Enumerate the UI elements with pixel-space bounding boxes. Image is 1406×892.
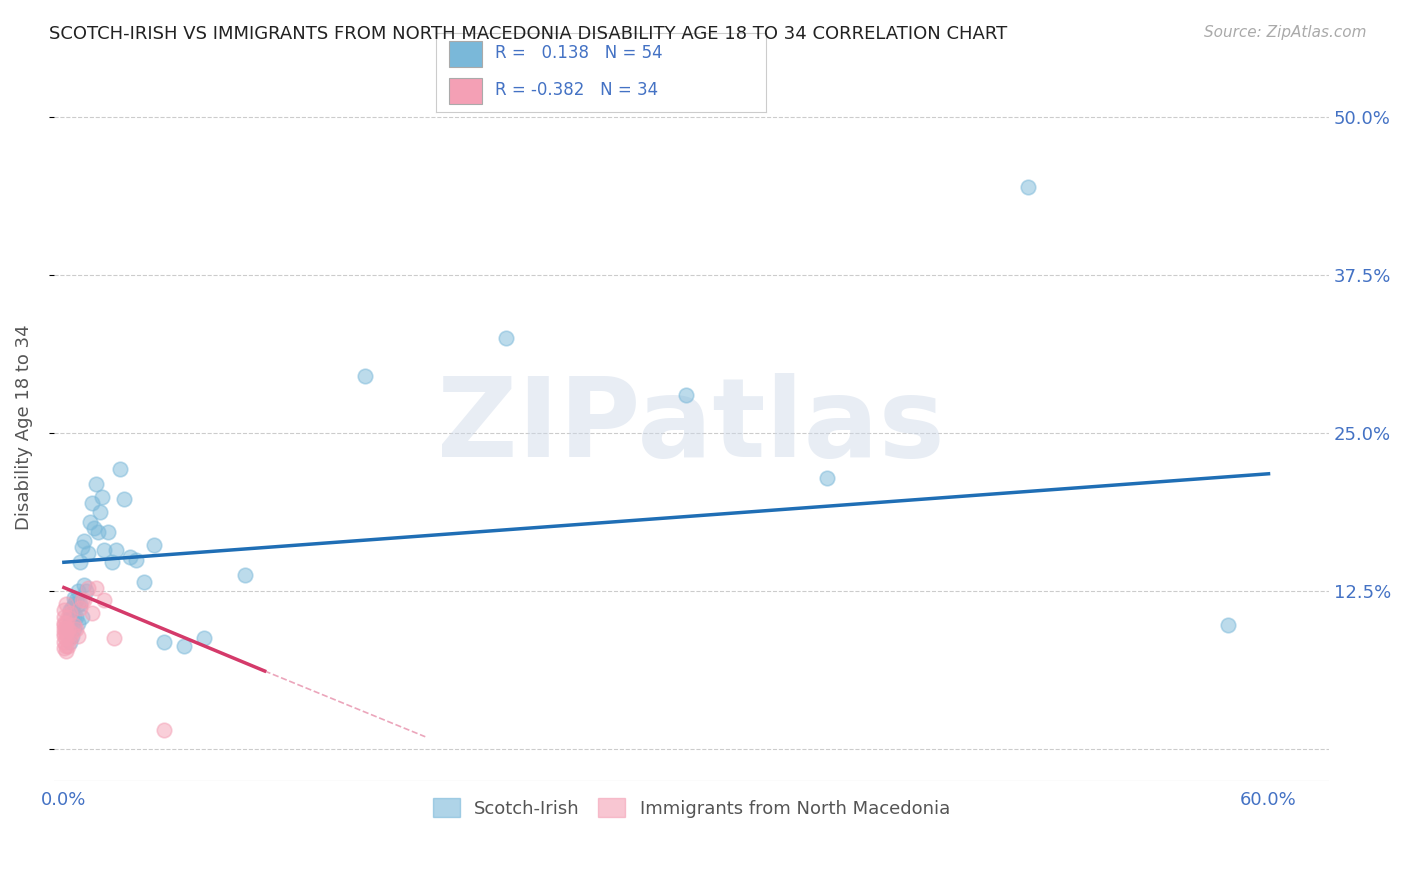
- Point: [56, 622, 79, 636]
- Point: [91, 490, 114, 504]
- Point: [93, 593, 115, 607]
- Point: [52, 641, 75, 656]
- Point: [56, 609, 79, 624]
- Point: [59, 603, 82, 617]
- Point: [69, 600, 91, 615]
- Legend: Scotch-Irish, Immigrants from North Macedonia: Scotch-Irish, Immigrants from North Mace…: [426, 791, 957, 825]
- Point: [80, 496, 103, 510]
- Point: [55, 615, 77, 630]
- Point: [52, 629, 75, 643]
- Point: [101, 555, 124, 569]
- Point: [815, 470, 838, 484]
- Point: [75, 584, 97, 599]
- Point: [59, 622, 82, 636]
- Text: SCOTCH-IRISH VS IMMIGRANTS FROM NORTH MACEDONIA DISABILITY AGE 18 TO 34 CORRELAT: SCOTCH-IRISH VS IMMIGRANTS FROM NORTH MA…: [49, 25, 1008, 43]
- Y-axis label: Disability Age 18 to 34: Disability Age 18 to 34: [15, 324, 32, 530]
- Point: [63, 618, 86, 632]
- Point: [233, 568, 256, 582]
- Point: [1218, 618, 1240, 632]
- Point: [65, 593, 87, 607]
- FancyBboxPatch shape: [449, 41, 482, 67]
- Point: [108, 461, 131, 475]
- Point: [63, 591, 86, 605]
- Point: [193, 631, 215, 645]
- Point: [60, 600, 83, 615]
- Point: [125, 553, 148, 567]
- Point: [52, 615, 75, 630]
- Point: [173, 639, 195, 653]
- Point: [675, 388, 697, 402]
- Point: [79, 515, 101, 529]
- Point: [84, 581, 107, 595]
- Point: [55, 644, 77, 658]
- Point: [70, 609, 93, 624]
- Point: [87, 524, 110, 539]
- Point: [65, 622, 87, 636]
- Point: [60, 626, 83, 640]
- Text: R = -0.382   N = 34: R = -0.382 N = 34: [495, 81, 658, 99]
- Point: [77, 581, 100, 595]
- Point: [69, 555, 91, 569]
- Point: [59, 606, 82, 620]
- Point: [66, 597, 89, 611]
- Point: [495, 331, 517, 345]
- Point: [63, 609, 86, 624]
- Point: [93, 542, 115, 557]
- Text: R =   0.138   N = 54: R = 0.138 N = 54: [495, 45, 664, 62]
- Point: [73, 533, 96, 548]
- Point: [83, 521, 105, 535]
- Point: [55, 621, 77, 635]
- Point: [55, 639, 77, 653]
- Point: [59, 609, 82, 624]
- Point: [69, 597, 91, 611]
- Point: [134, 575, 156, 590]
- Point: [65, 609, 87, 624]
- FancyBboxPatch shape: [449, 78, 482, 103]
- Text: Source: ZipAtlas.com: Source: ZipAtlas.com: [1204, 25, 1367, 40]
- Point: [120, 550, 142, 565]
- Point: [84, 476, 107, 491]
- Point: [60, 609, 83, 624]
- Point: [143, 538, 166, 552]
- Point: [60, 618, 83, 632]
- Point: [52, 618, 75, 632]
- Point: [59, 635, 82, 649]
- Point: [52, 626, 75, 640]
- Point: [80, 606, 103, 620]
- Point: [73, 578, 96, 592]
- Point: [52, 635, 75, 649]
- Point: [55, 631, 77, 645]
- Point: [63, 597, 86, 611]
- Point: [55, 597, 77, 611]
- Point: [105, 542, 128, 557]
- Point: [55, 626, 77, 640]
- Point: [66, 629, 89, 643]
- Point: [77, 546, 100, 560]
- Point: [354, 369, 377, 384]
- Point: [52, 622, 75, 636]
- Point: [153, 635, 176, 649]
- Text: ZIPatlas: ZIPatlas: [437, 374, 945, 481]
- Point: [59, 615, 82, 630]
- Point: [103, 631, 125, 645]
- Point: [70, 593, 93, 607]
- Point: [70, 540, 93, 554]
- Point: [60, 629, 83, 643]
- Point: [52, 603, 75, 617]
- Point: [56, 639, 79, 653]
- Point: [63, 622, 86, 636]
- Point: [59, 631, 82, 645]
- Point: [66, 615, 89, 630]
- Point: [153, 723, 176, 738]
- Point: [52, 609, 75, 624]
- Point: [73, 593, 96, 607]
- Point: [56, 622, 79, 636]
- Point: [97, 524, 120, 539]
- Point: [66, 584, 89, 599]
- Point: [112, 491, 135, 506]
- Point: [1017, 179, 1039, 194]
- Point: [89, 505, 111, 519]
